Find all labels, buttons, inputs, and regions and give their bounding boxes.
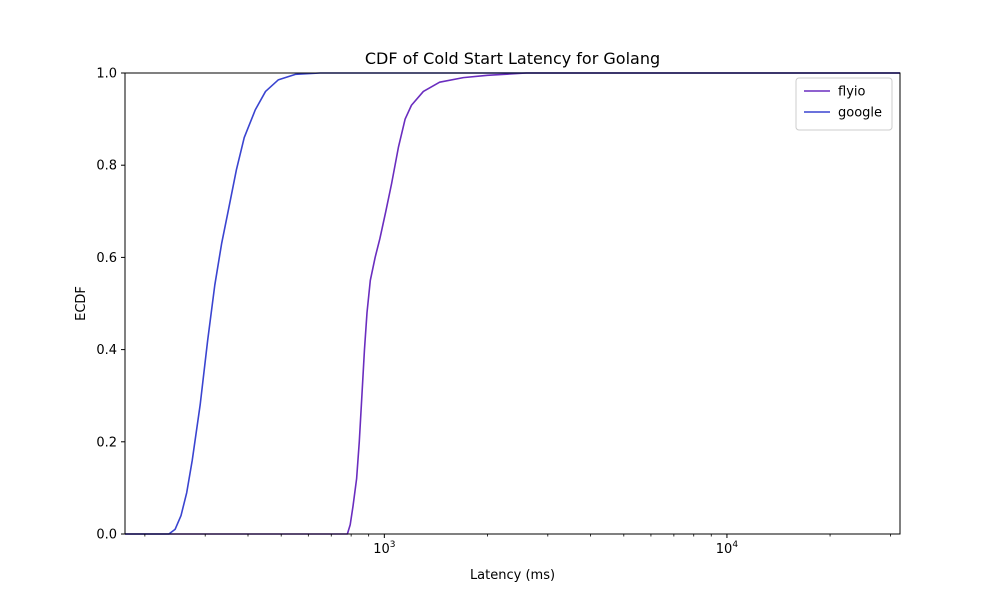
y-tick-label: 0.6 [96,251,117,266]
y-tick-label: 0.4 [96,343,117,358]
y-tick-label: 0.0 [96,528,117,543]
series-line-flyio [125,72,900,535]
x-tick-label: 103 [373,540,395,557]
ticks-layer: 0.0 0.2 0.4 0.6 0.8 1.0 103 104 [96,67,891,557]
y-axis-label: ECDF [74,286,89,321]
chart-title: CDF of Cold Start Latency for Golang [365,49,660,68]
legend: flyio google [795,77,893,131]
x-axis-label: Latency (ms) [470,568,555,583]
y-tick-label: 0.8 [96,159,117,174]
x-tick-label: 104 [716,540,739,557]
legend-label-google: google [838,106,882,121]
legend-label-flyio: flyio [838,85,865,100]
series-line-google [125,72,900,535]
y-tick-label: 1.0 [96,67,117,82]
plot-frame [124,72,901,535]
y-tick-label: 0.2 [96,435,117,450]
series-layer [125,72,900,535]
